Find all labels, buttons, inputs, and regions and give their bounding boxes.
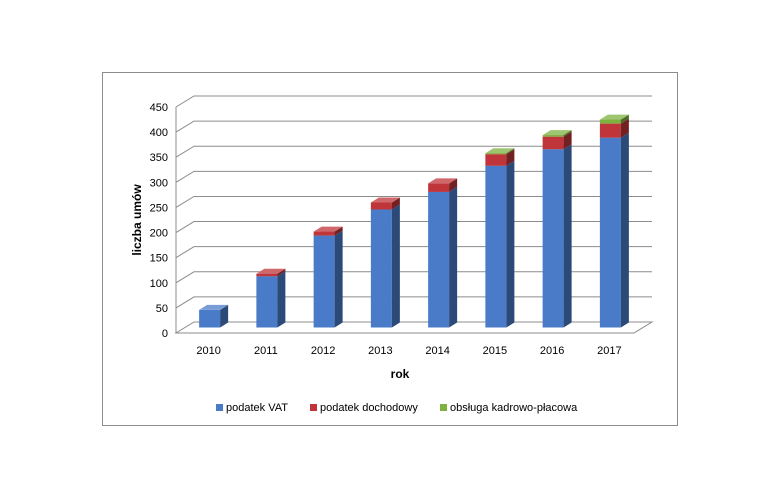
gridline	[175, 95, 652, 108]
bar-segment-podatek-vat	[313, 230, 343, 328]
x-tick-label: 2016	[540, 345, 564, 357]
x-tick-label: 2012	[311, 345, 335, 357]
bar-segment-podatek-dochodowy	[370, 197, 400, 210]
bar-segment-obs-uga-kadrowo-p-acowa	[485, 148, 515, 155]
legend: podatek VAT podatek dochodowy obsługa kadr…	[216, 402, 578, 414]
bar-segment-podatek-dochodowy	[313, 226, 343, 236]
y-tick-label: 150	[150, 253, 168, 265]
y-tick-label: 400	[150, 127, 168, 139]
y-tick-labels: 0 50 100 150 200 250 300 350 400 450	[150, 102, 168, 340]
floor-outline	[174, 321, 654, 334]
y-tick-label: 0	[162, 328, 168, 340]
legend-item: obsługa kadrowo-płacowa	[440, 402, 578, 414]
bar-segment-podatek-vat	[199, 304, 229, 328]
gridlines	[175, 95, 652, 309]
y-tick-label: 350	[150, 152, 168, 164]
gridline	[175, 195, 652, 208]
legend-swatch	[216, 404, 223, 411]
y-tick-label: 100	[150, 278, 168, 290]
x-tick-label: 2010	[196, 345, 220, 357]
chart-walls	[174, 107, 654, 334]
gridline	[175, 145, 652, 158]
legend-swatch	[440, 404, 447, 411]
x-tick-labels: 2010 2011 2012 2013 2014 2015 2016 2017	[196, 345, 621, 357]
gridline	[175, 271, 652, 284]
bars	[199, 114, 629, 328]
gridline	[175, 170, 652, 183]
gridline	[175, 296, 652, 309]
bar-segment-obs-uga-kadrowo-p-acowa	[599, 114, 629, 124]
x-tick-label: 2014	[425, 345, 449, 357]
legend-swatch	[310, 404, 317, 411]
y-axis-title: liczba umów	[130, 184, 144, 256]
legend-label: obsługa kadrowo-płacowa	[450, 402, 578, 414]
x-tick-label: 2017	[597, 345, 621, 357]
y-tick-label: 450	[150, 102, 168, 114]
y-tick-label: 50	[156, 303, 168, 315]
bar-segment-podatek-vat	[370, 204, 400, 328]
legend-label: podatek dochodowy	[320, 402, 418, 414]
bar-segment-podatek-vat	[256, 271, 286, 328]
gridline	[175, 221, 652, 233]
bar-segment-podatek-vat	[542, 144, 572, 328]
bar-segment-podatek-vat	[485, 160, 515, 328]
y-tick-label: 250	[150, 202, 168, 214]
legend-label: podatek VAT	[226, 402, 288, 414]
y-tick-label: 200	[150, 228, 168, 240]
x-tick-label: 2015	[483, 345, 507, 357]
x-tick-label: 2011	[254, 345, 278, 357]
legend-item: podatek dochodowy	[310, 402, 418, 414]
y-tick-label: 300	[150, 177, 168, 189]
bar-segment-podatek-dochodowy	[256, 268, 286, 277]
bar-segment-obs-uga-kadrowo-p-acowa	[542, 130, 572, 137]
gridline	[175, 246, 652, 259]
x-axis-title: rok	[391, 367, 410, 381]
gridline	[175, 120, 652, 133]
legend-item: podatek VAT	[216, 402, 288, 414]
x-tick-label: 2013	[368, 345, 392, 357]
bar-segment-podatek-vat	[599, 132, 629, 328]
bar-segment-podatek-dochodowy	[428, 178, 458, 192]
bar-segment-podatek-vat	[428, 186, 458, 328]
